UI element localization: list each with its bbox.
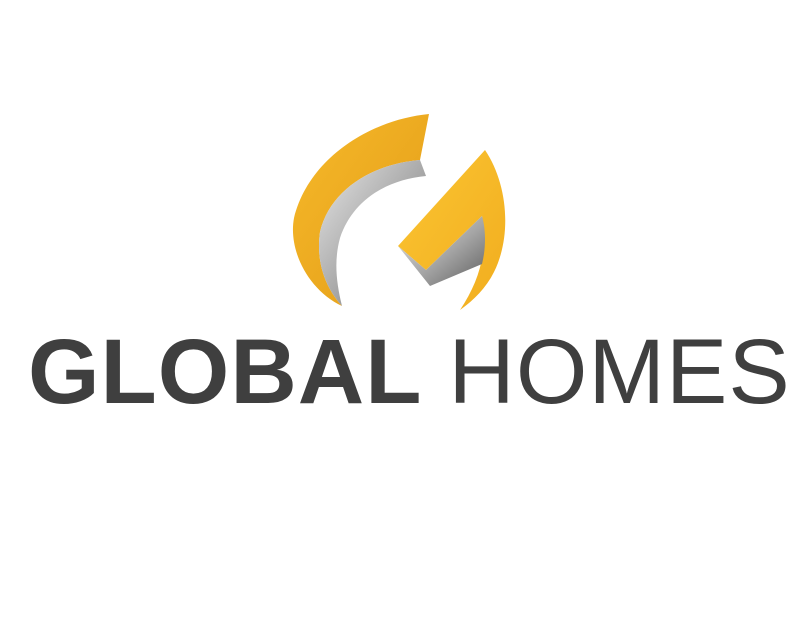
emblem-left-bevel [318, 160, 426, 306]
logo-word-homes: HOMES [448, 321, 791, 423]
stylized-g-emblem-icon [292, 114, 506, 310]
emblem-left-arc [292, 114, 429, 306]
emblem-right-wing [398, 150, 506, 310]
logo-wordmark: GLOBAL HOMES [28, 321, 791, 423]
logo-word-global: GLOBAL [28, 321, 423, 423]
emblem-right-bevel [398, 216, 485, 286]
